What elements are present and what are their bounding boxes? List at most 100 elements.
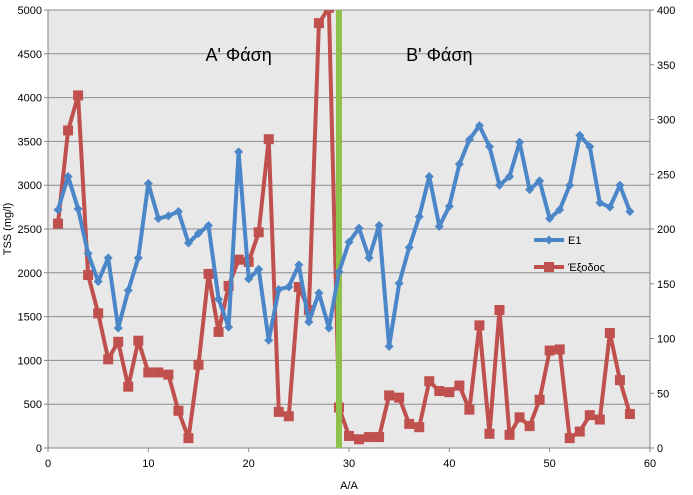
y2-tick-label: 400: [657, 5, 675, 17]
data-point: [123, 285, 133, 295]
data-point: [334, 267, 344, 277]
data-point: [555, 205, 565, 215]
data-point: [294, 260, 304, 270]
data-point: [293, 282, 304, 293]
y-tick-label: 500: [24, 399, 42, 411]
x-axis-tick-labels: 0 10 20 30 40 50 60: [45, 458, 656, 470]
axes: [44, 9, 654, 452]
y-tick-label: 1500: [18, 312, 42, 324]
data-point: [494, 305, 505, 316]
data-point: [614, 375, 625, 386]
data-point: [374, 220, 384, 230]
data-point: [564, 433, 575, 444]
data-point: [344, 237, 354, 247]
series-line: [56, 10, 632, 442]
y2-axis-tick-labels: 0 50 100 150 200 250 300 350 400: [657, 5, 675, 455]
data-point: [254, 264, 264, 274]
x-tick-label: 10: [142, 458, 154, 470]
x-tick-label: 60: [644, 458, 656, 470]
data-point: [394, 278, 404, 288]
data-point: [173, 405, 184, 416]
data-point: [313, 18, 324, 29]
data-point: [565, 180, 575, 190]
data-point: [133, 253, 143, 263]
data-point: [444, 387, 455, 398]
data-point: [93, 277, 103, 287]
legend: Ε1 Έξοδος: [534, 235, 605, 274]
y2-tick-label: 50: [657, 388, 669, 400]
data-point: [354, 434, 365, 445]
data-point: [535, 176, 545, 186]
y-tick-label: 4500: [18, 49, 42, 61]
data-point: [73, 204, 83, 214]
data-point: [153, 213, 163, 223]
data-point: [524, 421, 535, 432]
data-point: [545, 213, 555, 223]
data-point: [595, 198, 605, 208]
data-point: [624, 409, 635, 420]
legend-swatch-marker: [544, 235, 554, 245]
data-point: [223, 280, 234, 291]
y2-tick-label: 150: [657, 279, 675, 291]
y-tick-label: 0: [36, 443, 42, 455]
data-point: [234, 147, 244, 157]
y2-tick-label: 350: [657, 60, 675, 72]
x-tick-label: 30: [343, 458, 355, 470]
series-2: [53, 10, 635, 445]
data-point: [414, 212, 424, 222]
data-point: [323, 10, 334, 13]
y2-tick-label: 300: [657, 115, 675, 127]
data-point: [354, 223, 364, 233]
data-point: [183, 238, 193, 248]
data-point: [123, 381, 134, 392]
y-tick-label: 5000: [18, 5, 42, 17]
data-point: [224, 322, 234, 332]
data-point: [273, 406, 284, 417]
data-point: [183, 433, 194, 444]
data-point: [143, 367, 154, 378]
y2-tick-label: 0: [657, 443, 663, 455]
legend-label: Ε1: [568, 235, 581, 247]
data-point: [304, 317, 314, 327]
data-point: [585, 142, 595, 152]
y-axis-tick-labels: 0 500 1000 1500 2000 2500 3000 3500 4000 4500 5000: [18, 5, 42, 455]
phase-label: Α' Φάση: [205, 45, 271, 65]
data-point: [594, 414, 605, 425]
data-point: [253, 227, 264, 238]
data-point: [394, 392, 405, 403]
y-tick-label: 2500: [18, 224, 42, 236]
data-point: [434, 386, 445, 397]
y2-tick-label: 250: [657, 169, 675, 181]
y2-tick-label: 200: [657, 224, 675, 236]
data-point: [214, 294, 224, 304]
data-point: [575, 130, 585, 140]
data-point: [384, 341, 394, 351]
data-point: [63, 171, 73, 181]
data-point: [604, 328, 615, 339]
data-point: [474, 320, 485, 331]
data-point: [103, 253, 113, 263]
data-point: [73, 90, 84, 101]
y-tick-label: 2000: [18, 268, 42, 280]
data-point: [495, 180, 504, 190]
phase-annotations: Α' Φάση Β' Φάση: [205, 45, 472, 65]
data-point: [83, 269, 94, 280]
series-layer: [53, 10, 635, 448]
data-point: [364, 432, 375, 443]
data-point: [193, 359, 204, 370]
data-point: [283, 411, 294, 422]
data-point: [384, 390, 395, 401]
data-point: [554, 344, 565, 355]
data-point: [414, 422, 425, 433]
data-point: [404, 418, 415, 429]
data-point: [434, 221, 444, 231]
data-point: [263, 134, 274, 145]
data-point: [53, 205, 63, 215]
data-point: [324, 323, 334, 333]
data-point: [504, 429, 515, 440]
data-point: [163, 369, 174, 380]
y-tick-label: 3500: [18, 136, 42, 148]
data-point: [364, 253, 374, 263]
data-point: [83, 249, 93, 259]
